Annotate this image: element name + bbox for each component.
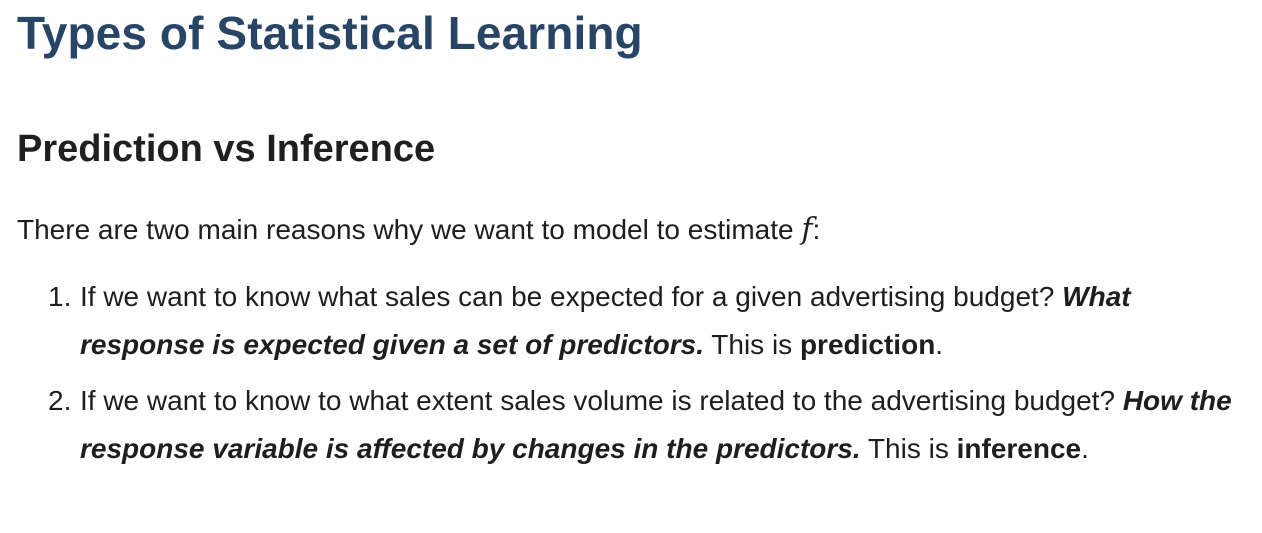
item-term-inference: inference bbox=[956, 433, 1082, 464]
item-lead: This is bbox=[860, 433, 957, 464]
item-end: . bbox=[935, 329, 944, 360]
item-end: . bbox=[1081, 433, 1089, 464]
reasons-list: 1. If we want to know what sales can be … bbox=[17, 273, 1245, 481]
item-question: If we want to know to what extent sales … bbox=[80, 385, 1123, 416]
intro-colon: : bbox=[812, 214, 821, 245]
page-title: Types of Statistical Learning bbox=[17, 7, 643, 59]
intro-paragraph: There are two main reasons why we want t… bbox=[17, 208, 820, 252]
item-term-prediction: prediction bbox=[799, 329, 936, 360]
list-item-prediction: 1. If we want to know what sales can be … bbox=[17, 273, 1245, 369]
list-number: 1. bbox=[48, 281, 72, 312]
list-number: 2. bbox=[48, 385, 72, 416]
item-question: If we want to know what sales can be exp… bbox=[80, 281, 1063, 312]
item-emphasis: How the response variable is affected by… bbox=[80, 385, 1232, 464]
section-heading: Prediction vs Inference bbox=[17, 128, 436, 170]
intro-text: There are two main reasons why we want t… bbox=[17, 214, 802, 245]
item-lead: This is bbox=[704, 329, 800, 360]
math-f-symbol: f bbox=[801, 212, 813, 247]
list-item-inference: 2. If we want to know to what extent sal… bbox=[17, 377, 1245, 473]
item-emphasis: What response is expected given a set of… bbox=[80, 281, 1131, 360]
